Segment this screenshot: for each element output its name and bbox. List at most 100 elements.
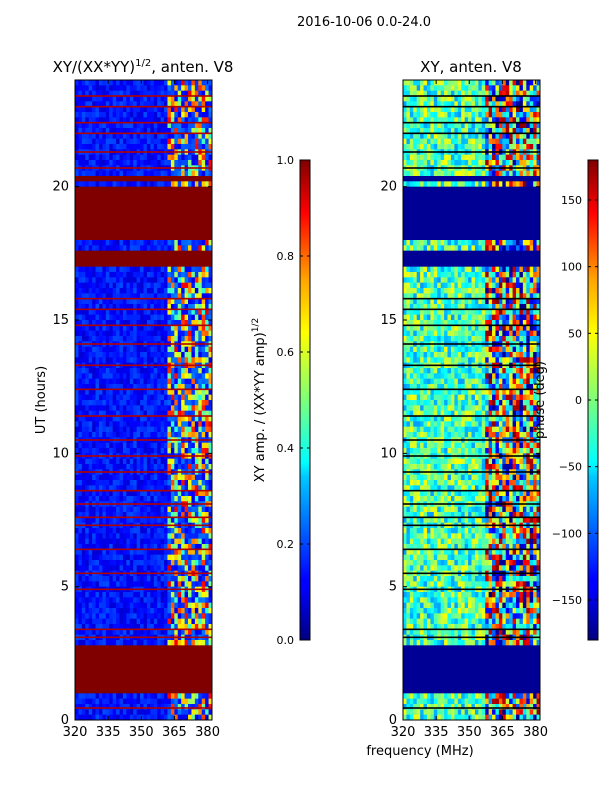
amp-cell bbox=[102, 693, 107, 700]
amp-cell bbox=[205, 293, 209, 300]
amp-cell bbox=[133, 602, 138, 609]
amp-cell bbox=[160, 245, 165, 252]
amp-cell bbox=[78, 133, 83, 140]
amp-cell bbox=[133, 96, 138, 102]
amp-cell bbox=[129, 202, 134, 209]
amp-cell bbox=[85, 517, 90, 524]
amp-cell bbox=[191, 426, 196, 433]
amp-cell bbox=[95, 517, 100, 524]
amp-cell bbox=[136, 229, 141, 236]
amp-cell bbox=[109, 357, 114, 364]
amp-cell bbox=[160, 309, 165, 316]
amp-cell bbox=[167, 144, 172, 150]
amp-cell bbox=[157, 186, 162, 193]
amp-cell bbox=[208, 704, 212, 710]
amp-cell bbox=[177, 128, 182, 134]
amp-cell bbox=[133, 576, 138, 582]
amp-cell bbox=[143, 458, 148, 465]
amp-cell bbox=[153, 213, 158, 220]
amp-cell bbox=[105, 400, 110, 406]
amp-cell bbox=[167, 613, 172, 620]
amp-cell bbox=[146, 261, 151, 268]
amp-cell bbox=[153, 677, 158, 684]
amp-cell bbox=[78, 629, 83, 636]
amp-cell bbox=[191, 272, 196, 278]
amp-cell bbox=[177, 234, 182, 241]
amp-cell bbox=[184, 426, 189, 433]
amp-cell bbox=[208, 677, 212, 684]
amp-cell bbox=[143, 277, 148, 284]
amp-cell bbox=[88, 682, 93, 689]
amp-cell bbox=[75, 298, 79, 305]
amp-cell bbox=[205, 261, 209, 268]
amp-cell bbox=[112, 714, 117, 720]
amp-cell bbox=[98, 714, 103, 720]
amp-cell bbox=[102, 117, 107, 124]
amp-cell bbox=[167, 474, 172, 481]
amp-cell bbox=[160, 650, 165, 657]
amp-cell bbox=[126, 410, 131, 417]
amp-cell bbox=[143, 485, 148, 492]
amp-cell bbox=[177, 170, 182, 177]
amp-cell bbox=[136, 576, 141, 582]
amp-cell bbox=[98, 656, 103, 662]
amp-cell bbox=[78, 410, 83, 417]
amp-cell bbox=[136, 245, 141, 252]
amp-cell bbox=[129, 144, 134, 150]
amp-cell bbox=[146, 336, 151, 342]
amp-cell bbox=[184, 96, 189, 102]
amp-cell bbox=[126, 666, 131, 673]
amp-cell bbox=[85, 373, 90, 380]
amp-cell bbox=[88, 485, 93, 492]
amp-cell bbox=[126, 560, 131, 566]
amp-cell bbox=[81, 266, 86, 273]
amp-cell bbox=[167, 192, 172, 198]
amp-cell bbox=[116, 277, 120, 284]
amp-cell bbox=[88, 512, 93, 518]
amp-cell bbox=[92, 485, 96, 492]
amp-cell bbox=[140, 261, 144, 268]
amp-cell bbox=[98, 682, 103, 689]
amp-cell bbox=[140, 533, 144, 540]
amp-cell bbox=[201, 405, 206, 412]
amp-cell bbox=[129, 474, 134, 481]
amp-cell bbox=[140, 213, 144, 220]
amp-cell bbox=[188, 144, 192, 150]
amp-cell bbox=[126, 677, 131, 684]
amp-cell bbox=[181, 197, 185, 204]
amp-cell bbox=[112, 672, 117, 678]
amp-cell bbox=[170, 448, 175, 454]
amp-cell bbox=[177, 229, 182, 236]
amp-cell bbox=[153, 597, 158, 604]
amp-cell bbox=[95, 629, 100, 636]
amp-cell bbox=[102, 581, 107, 588]
amp-cell bbox=[191, 581, 196, 588]
amp-cell bbox=[194, 464, 199, 470]
amp-cell bbox=[157, 416, 162, 422]
amp-cell bbox=[126, 512, 131, 518]
amp-cell bbox=[198, 464, 203, 470]
amp-cell bbox=[201, 512, 206, 518]
amp-cell bbox=[102, 618, 107, 625]
phase-cell bbox=[529, 80, 534, 86]
amp-cell bbox=[129, 352, 134, 358]
amp-cell bbox=[174, 389, 179, 396]
amp-cell bbox=[95, 544, 100, 550]
amp-cell bbox=[133, 677, 138, 684]
amp-cell bbox=[105, 485, 110, 492]
amp-cell bbox=[153, 650, 158, 657]
amp-cell bbox=[198, 352, 203, 358]
amp-cell bbox=[95, 106, 100, 113]
amp-cell bbox=[105, 208, 110, 214]
phase-cell bbox=[522, 85, 527, 92]
amp-cell bbox=[112, 661, 117, 668]
amp-cell bbox=[116, 117, 120, 124]
amp-cell bbox=[177, 496, 182, 502]
amp-cell bbox=[184, 464, 189, 470]
amp-cell bbox=[170, 608, 175, 614]
amp-cell bbox=[170, 405, 175, 412]
amp-cell bbox=[205, 709, 209, 716]
amp-cell bbox=[81, 133, 86, 140]
amp-cell bbox=[177, 666, 182, 673]
amp-cell bbox=[198, 282, 203, 289]
